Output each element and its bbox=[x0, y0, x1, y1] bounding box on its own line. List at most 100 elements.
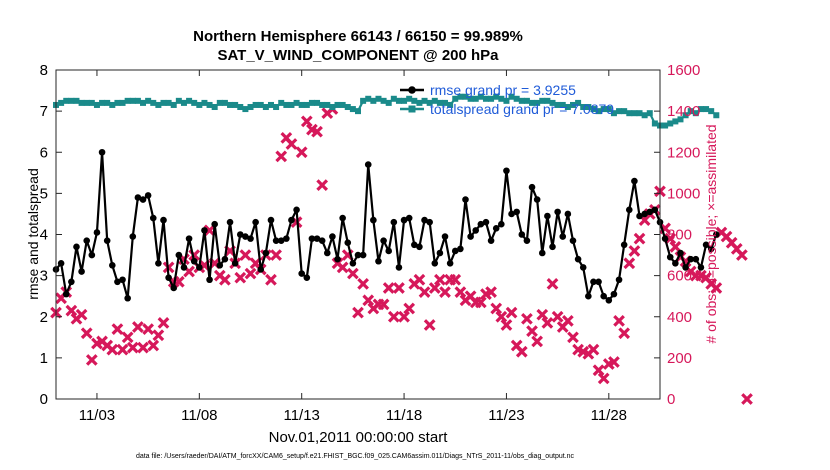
obs-possible-marker bbox=[458, 289, 463, 295]
obs-possible-marker bbox=[504, 322, 509, 328]
totalspread-marker bbox=[697, 106, 704, 113]
totalspread-marker bbox=[124, 97, 131, 104]
totalspread-marker bbox=[559, 101, 566, 108]
rmse-marker bbox=[119, 276, 126, 284]
rmse-marker bbox=[277, 237, 285, 244]
rmse-marker bbox=[605, 297, 613, 304]
totalspread-marker bbox=[580, 104, 587, 111]
obs-possible-marker bbox=[494, 306, 499, 311]
obs-possible-marker bbox=[744, 396, 750, 402]
y-right-tick-label: 800 bbox=[667, 227, 692, 244]
obs-possible-marker bbox=[550, 281, 555, 287]
rmse-marker bbox=[559, 233, 567, 240]
rmse-marker bbox=[523, 237, 531, 244]
obs-possible-marker bbox=[708, 281, 714, 287]
obs-possible-marker bbox=[340, 265, 345, 270]
totalspread-marker bbox=[160, 99, 167, 106]
obs-possible-marker bbox=[575, 347, 581, 352]
obs-possible-marker bbox=[217, 273, 222, 278]
obs-possible-marker bbox=[151, 343, 156, 348]
obs-possible-marker bbox=[115, 326, 120, 332]
totalspread-marker bbox=[411, 97, 418, 104]
rmse-marker bbox=[175, 251, 183, 259]
obs-possible-marker bbox=[202, 263, 207, 268]
rmse-marker bbox=[231, 259, 239, 267]
x-tick-label: 11/18 bbox=[386, 407, 422, 424]
obs-possible-marker bbox=[442, 289, 448, 295]
rmse-marker bbox=[692, 255, 700, 263]
totalspread-marker bbox=[370, 97, 377, 104]
rmse-marker bbox=[103, 237, 111, 244]
totalspread-marker bbox=[262, 104, 269, 111]
totalspread-marker bbox=[529, 99, 536, 106]
totalspread-marker bbox=[452, 95, 459, 102]
rmse-marker bbox=[298, 270, 305, 277]
obs-possible-marker bbox=[483, 291, 489, 297]
obs-possible-marker bbox=[555, 314, 560, 319]
totalspread-marker bbox=[416, 99, 423, 106]
totalspread-marker bbox=[63, 97, 70, 104]
obs-possible-marker bbox=[714, 285, 719, 291]
obs-possible-marker bbox=[104, 343, 110, 348]
obs-possible-marker bbox=[74, 316, 79, 322]
totalspread-marker bbox=[73, 97, 80, 104]
totalspread-marker bbox=[329, 104, 336, 111]
rmse-marker bbox=[661, 235, 669, 242]
rmse-marker bbox=[221, 255, 229, 263]
obs-possible-marker bbox=[309, 127, 315, 132]
totalspread-marker bbox=[283, 101, 290, 108]
obs-possible-marker bbox=[279, 154, 284, 159]
obs-possible-marker bbox=[140, 345, 146, 350]
obs-possible-marker bbox=[135, 324, 141, 330]
rmse-marker bbox=[149, 214, 157, 222]
x-tick-label: 11/28 bbox=[591, 407, 627, 424]
rmse-marker bbox=[370, 216, 377, 224]
obs-possible-marker bbox=[227, 248, 233, 254]
legend-spread-label: totalspread grand pr = 7.0879 bbox=[430, 101, 614, 117]
rmse-marker bbox=[242, 233, 249, 240]
obs-possible-marker bbox=[703, 275, 709, 280]
rmse-marker bbox=[600, 292, 607, 300]
rmse-marker bbox=[313, 235, 321, 242]
totalspread-marker bbox=[324, 101, 331, 108]
totalspread-marker bbox=[421, 97, 428, 104]
y-right-tick-label: 600 bbox=[667, 268, 692, 285]
rmse-marker bbox=[354, 251, 362, 259]
rmse-marker bbox=[400, 216, 408, 224]
totalspread-marker bbox=[170, 101, 177, 108]
rmse-marker bbox=[641, 210, 648, 218]
obs-possible-marker bbox=[534, 339, 540, 344]
rmse-marker bbox=[385, 247, 393, 255]
obs-possible-marker bbox=[268, 277, 274, 282]
totalspread-marker bbox=[385, 99, 392, 106]
obs-possible-marker bbox=[243, 252, 248, 258]
obs-possible-marker bbox=[468, 293, 473, 299]
obs-possible-marker bbox=[729, 240, 734, 245]
obs-possible-marker bbox=[540, 312, 545, 317]
obs-possible-marker bbox=[473, 300, 478, 305]
totalspread-marker bbox=[99, 99, 106, 106]
x-tick-label: 11/13 bbox=[283, 407, 319, 424]
obs-possible-marker bbox=[422, 289, 427, 295]
rmse-marker bbox=[677, 249, 684, 257]
totalspread-marker bbox=[221, 99, 228, 106]
obs-possible-marker bbox=[110, 347, 115, 352]
rmse-marker bbox=[236, 231, 244, 238]
y-tick-label: 7 bbox=[40, 103, 48, 120]
rmse-marker bbox=[431, 259, 439, 267]
rmse-marker bbox=[482, 218, 490, 226]
totalspread-marker bbox=[375, 95, 382, 102]
totalspread-marker bbox=[426, 99, 433, 106]
obs-possible-marker bbox=[524, 316, 530, 322]
totalspread-marker bbox=[314, 99, 321, 106]
x-axis-label: Nov.01,2011 00:00:00 start bbox=[269, 429, 449, 446]
chart-subtitle: SAT_V_WIND_COMPONENT @ 200 hPa bbox=[217, 47, 499, 64]
totalspread-marker bbox=[78, 99, 85, 106]
obs-possible-marker bbox=[376, 302, 381, 307]
obs-possible-marker bbox=[591, 347, 596, 352]
y-tick-label: 2 bbox=[40, 309, 48, 326]
obs-possible-marker bbox=[248, 271, 253, 276]
totalspread-marker bbox=[140, 99, 147, 106]
rmse-marker bbox=[88, 251, 96, 259]
rmse-marker bbox=[139, 196, 147, 203]
